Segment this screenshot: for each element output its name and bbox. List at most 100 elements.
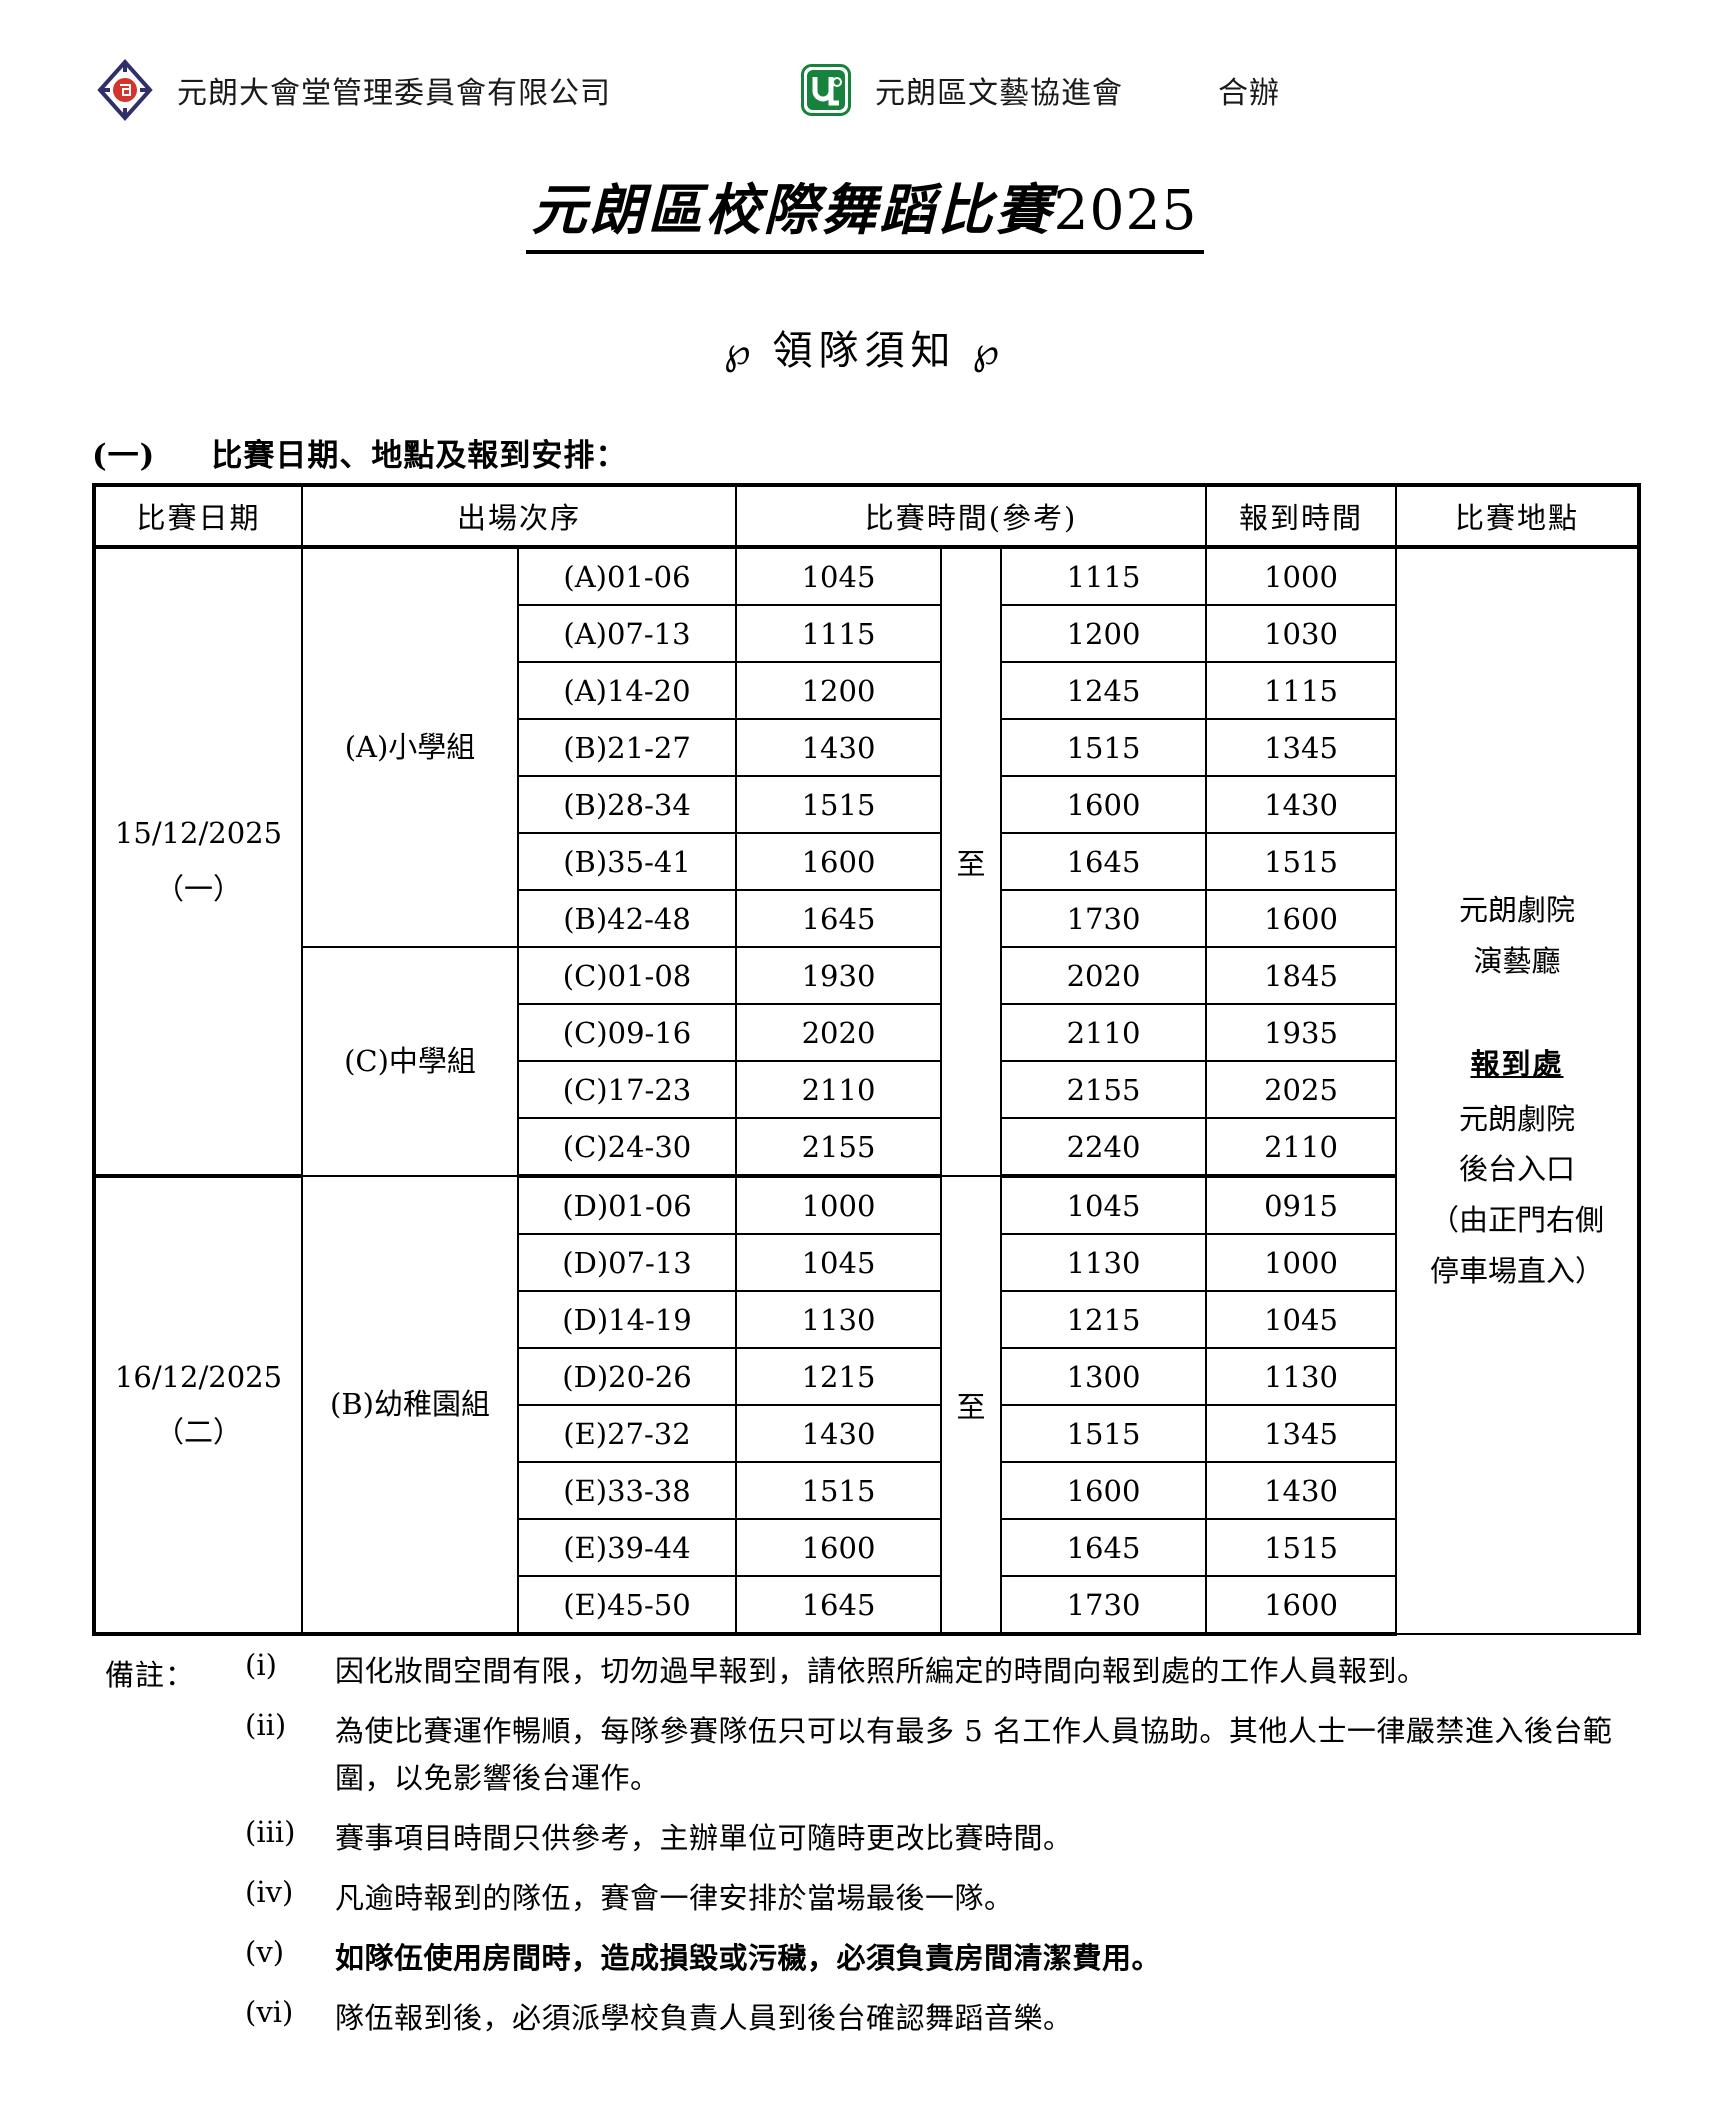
ornament-right-icon: ℘ — [972, 329, 1005, 373]
cell-order: (A)14-20 — [516, 661, 738, 720]
cell-report: 1935 — [1205, 1003, 1398, 1062]
notes-label: 備註： — [105, 1658, 196, 1692]
page-title-main: 元朗區校際舞蹈比賽 — [531, 177, 1054, 242]
cell-report: 1600 — [1205, 889, 1398, 948]
cell-order: (E)27-32 — [516, 1404, 738, 1463]
table-row: (B)42-48 1645 1730 1600 — [94, 889, 1639, 948]
cell-order: (A)01-06 — [516, 546, 738, 606]
cell-order: (D)14-19 — [516, 1290, 738, 1349]
table-row: (D)07-13 1045 1130 1000 — [94, 1233, 1639, 1292]
cell-start: 1000 — [735, 1175, 943, 1235]
cell-order: (C)09-16 — [516, 1003, 738, 1062]
col-header-venue: 比賽地點 — [1395, 483, 1642, 549]
table-row: (C)中學組 (C)01-08 1930 2020 1845 — [94, 946, 1639, 1177]
venue-line-4: 後台入口 — [1459, 1152, 1576, 1187]
cell-end: 1515 — [1000, 1404, 1208, 1463]
col-header-report: 報到時間 — [1205, 483, 1398, 549]
cell-report: 1115 — [1205, 661, 1398, 720]
date-line-1: 16/12/2025 — [114, 1359, 283, 1394]
table-header-row: 比賽日期 出場次序 比賽時間(參考) 報到時間 比賽地點 — [92, 483, 1642, 549]
schedule-table: 比賽日期 出場次序 比賽時間(參考) 報到時間 比賽地點 15/12/2025 … — [92, 483, 1642, 1636]
cell-start: 1930 — [735, 946, 943, 1005]
cell-order: (E)39-44 — [516, 1518, 738, 1577]
cell-zhi-day2: 至 — [940, 1175, 1003, 1636]
cell-end: 1115 — [1000, 546, 1208, 606]
table-row: (B)21-27 1430 1515 1345 — [94, 718, 1639, 777]
table-row: (B)28-34 1515 1600 1430 — [94, 775, 1639, 834]
cell-order: (C)24-30 — [516, 1117, 738, 1178]
table-row: (C)17-23 2110 2155 2025 — [94, 1060, 1639, 1119]
section-heading-text: 比賽日期、地點及報到安排： — [211, 438, 628, 474]
note-number: (iv) — [245, 1874, 294, 1909]
notes-section: 備註： (i) 因化妝間空間有限，切勿過早報到，請依照所編定的時間向報到處的工作… — [105, 1648, 1665, 2055]
cell-order: (D)07-13 — [516, 1233, 738, 1292]
cell-end: 1645 — [1000, 832, 1208, 891]
cell-end: 1245 — [1000, 661, 1208, 720]
cell-group-label: (C)中學組 — [301, 946, 519, 1177]
page-subtitle-text: 領隊須知 — [772, 328, 957, 374]
cell-start: 1215 — [735, 1347, 943, 1406]
cell-end: 1730 — [1000, 889, 1208, 948]
cell-end: 1130 — [1000, 1233, 1208, 1292]
cell-start: 1200 — [735, 661, 943, 720]
cell-report: 1600 — [1205, 1575, 1398, 1636]
table-row: (E)45-50 1645 1730 1600 — [94, 1575, 1639, 1636]
list-item: (vi) 隊伍報到後，必須派學校負責人員到後台確認舞蹈音樂。 — [245, 1995, 1665, 2042]
col-header-order: 出場次序 — [300, 483, 738, 549]
cell-start: 1430 — [735, 1404, 943, 1463]
venue-line-3: 元朗劇院 — [1459, 1101, 1576, 1136]
note-number: (v) — [245, 1934, 285, 1969]
organiser-2: 元朗區文藝協進會 — [801, 64, 1123, 116]
ornament-left-icon: ℘ — [724, 329, 757, 373]
note-text: 如隊伍使用房間時，造成損毀或污穢，必須負責房間清潔費用。 — [335, 1940, 1162, 1975]
list-item: (iv) 凡逾時報到的隊伍，賽會一律安排於當場最後一隊。 — [245, 1875, 1665, 1922]
table-row: (A)14-20 1200 1245 1115 — [94, 661, 1639, 720]
cell-group-label: (A)小學組 — [301, 546, 519, 948]
cell-end: 1045 — [1000, 1175, 1208, 1235]
cell-group-label: (B)幼稚園組 — [301, 1175, 519, 1636]
cell-zhi-day1: 至 — [940, 546, 1003, 1177]
table-row: (D)20-26 1215 1300 1130 — [94, 1347, 1639, 1406]
cell-report: 1130 — [1205, 1347, 1398, 1406]
col-header-date: 比賽日期 — [92, 483, 303, 549]
cell-date-day2: 16/12/2025 （二） — [92, 1174, 303, 1636]
table-row: (B)35-41 1600 1645 1515 — [94, 832, 1639, 891]
table-row: 16/12/2025 （二） (B)幼稚園組 (D)01-06 1000 至 1… — [92, 1174, 1639, 1636]
cell-end: 2240 — [1000, 1117, 1208, 1178]
cell-start: 1515 — [735, 775, 943, 834]
page-title-year: 2025 — [1053, 178, 1198, 242]
table-row: (E)27-32 1430 1515 1345 — [94, 1404, 1639, 1463]
note-number: (i) — [245, 1648, 277, 1682]
table-row: (E)39-44 1600 1645 1515 — [94, 1518, 1639, 1577]
cell-start: 1600 — [735, 832, 943, 891]
notes-list: (i) 因化妝間空間有限，切勿過早報到，請依照所編定的時間向報到處的工作人員報到… — [245, 1648, 1665, 2042]
date-line-2: （一） — [154, 871, 242, 906]
section-heading: (一) 比賽日期、地點及報到安排： — [92, 430, 627, 475]
cell-start: 2020 — [735, 1003, 943, 1062]
cell-order: (D)01-06 — [516, 1175, 738, 1235]
cell-report: 1345 — [1205, 1404, 1398, 1463]
cell-start: 1045 — [735, 546, 943, 606]
cell-end: 2020 — [1000, 946, 1208, 1005]
col-header-time: 比賽時間(參考) — [735, 483, 1208, 549]
organisers-header: 元朗大會堂管理委員會有限公司 元朗區文藝協進會 合辦 — [95, 55, 1655, 125]
cell-report: 1430 — [1205, 1461, 1398, 1520]
cell-start: 1645 — [735, 1575, 943, 1636]
cell-end: 1215 — [1000, 1290, 1208, 1349]
page-subtitle: ℘ 領隊須知 ℘ — [0, 318, 1729, 376]
cell-order: (C)17-23 — [516, 1060, 738, 1119]
cell-end: 1300 — [1000, 1347, 1208, 1406]
cell-start: 1045 — [735, 1233, 943, 1292]
cell-report: 1030 — [1205, 604, 1398, 663]
cell-report: 1845 — [1205, 946, 1398, 1005]
co-organise-label: 合辦 — [1218, 76, 1280, 111]
cell-start: 2110 — [735, 1060, 943, 1119]
yuen-long-town-hall-diamond-logo-icon — [95, 58, 155, 122]
cell-order: (C)01-08 — [516, 946, 738, 1005]
venue-line-5: （由正門右側 — [1430, 1203, 1605, 1238]
page-title: 元朗區校際舞蹈比賽2025 — [0, 177, 1729, 255]
cell-report: 2025 — [1205, 1060, 1398, 1119]
cell-order: (B)42-48 — [516, 889, 738, 948]
cell-start: 1645 — [735, 889, 943, 948]
cell-report: 1000 — [1205, 1233, 1398, 1292]
